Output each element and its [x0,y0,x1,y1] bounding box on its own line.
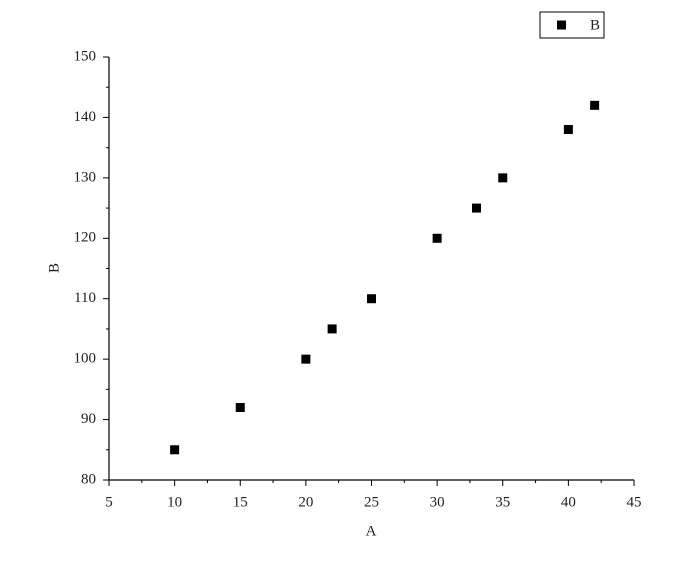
point [301,354,311,364]
point [498,173,508,183]
x-tick-label: 15 [233,494,248,510]
x-tick-label: 25 [364,494,379,510]
legend-label: B [590,17,600,33]
y-tick-label: 140 [74,109,97,125]
x-tick-label: 35 [495,494,510,510]
point [472,203,481,213]
point [590,100,600,110]
x-tick-label: 5 [105,494,113,510]
x-tick-label: 30 [430,494,445,510]
x-tick-label: 45 [627,494,642,510]
y-tick-label: 100 [74,351,97,367]
legend-box [539,11,605,39]
legend-marker [557,20,566,30]
x-tick-label: 10 [167,494,182,510]
y-tick-label: 130 [74,169,97,185]
y-tick-label: 110 [74,290,96,306]
y-axis-label: B [46,263,62,273]
y-tick-label: 80 [81,471,96,487]
point [563,125,573,135]
point [432,233,442,243]
y-tick-label: 90 [81,411,96,427]
point [367,294,376,304]
y-tick-label: 120 [74,230,97,246]
x-tick-label: 20 [298,494,313,510]
x-axis-label: A [366,523,377,539]
point [327,324,337,334]
y-tick-label: 150 [74,48,97,64]
point [235,402,245,412]
x-tick-label: 40 [561,494,576,510]
point [170,445,180,455]
